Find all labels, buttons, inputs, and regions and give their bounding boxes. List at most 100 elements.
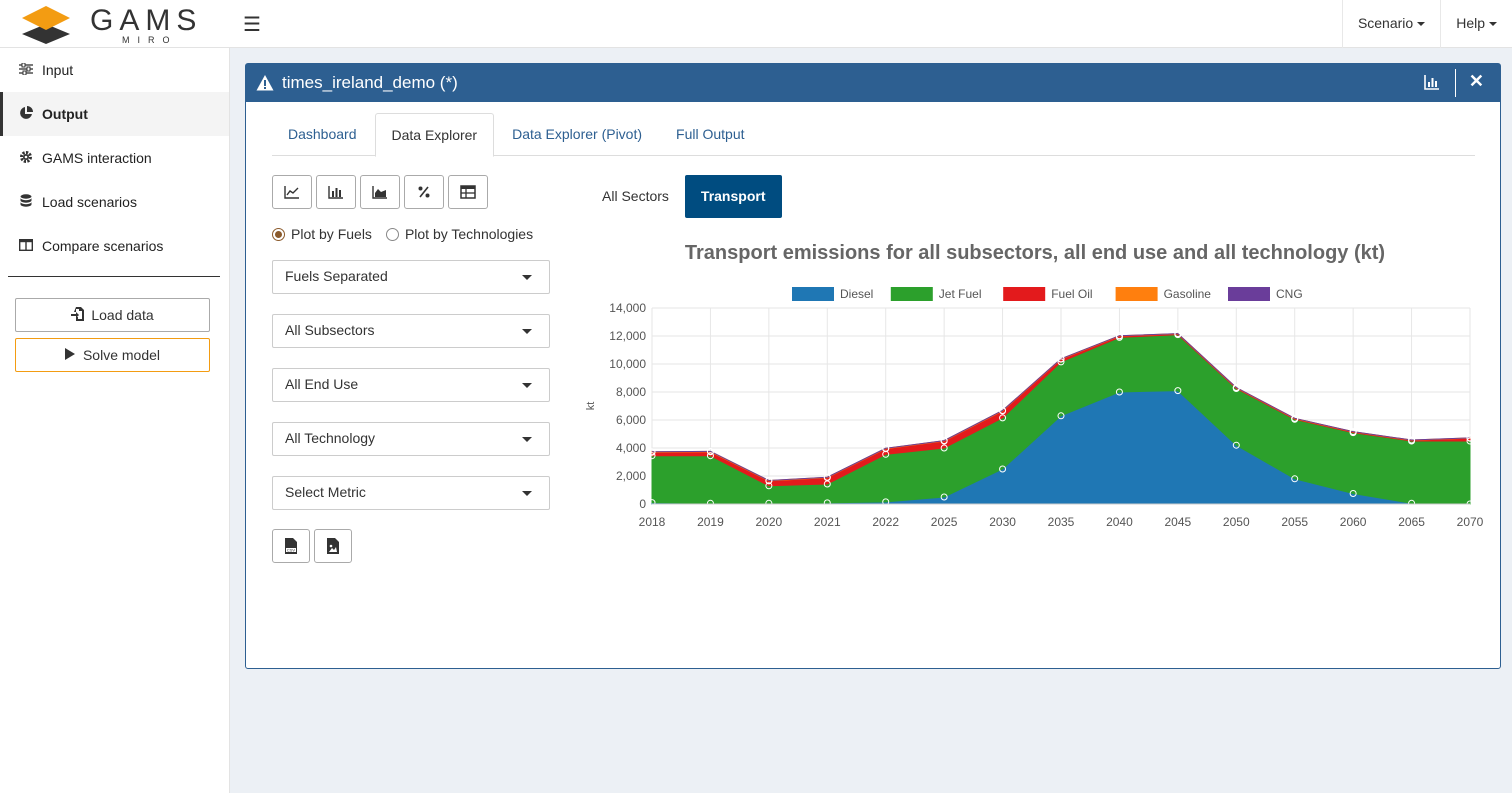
data-point-gasoline [1232, 384, 1240, 392]
logo-subtext: MIRO [122, 35, 178, 45]
header-divider [1455, 69, 1456, 97]
data-point-diesel [823, 499, 831, 507]
subsectors-select[interactable]: All Subsectors [272, 314, 550, 348]
help-dropdown[interactable]: Help [1440, 0, 1512, 48]
y-tick-label: 2,000 [616, 469, 646, 483]
data-point-gasoline [648, 448, 656, 456]
x-tick-label: 2055 [1281, 515, 1308, 529]
radio-label-fuels: Plot by Fuels [291, 226, 372, 242]
tab-full-output[interactable]: Full Output [676, 126, 745, 142]
select-value: Fuels Separated [285, 268, 388, 284]
download-image-button[interactable] [314, 529, 352, 563]
sidebar-item-gams-interaction[interactable]: GAMS interaction [0, 136, 229, 180]
x-tick-label: 2019 [697, 515, 724, 529]
sidebar-item-compare-scenarios[interactable]: Compare scenarios [0, 224, 229, 268]
data-point-gasoline [1174, 330, 1182, 338]
load-data-button[interactable]: Load data [15, 298, 210, 332]
data-point-gasoline [1466, 434, 1474, 442]
output-box: times_ireland_demo (*) ✕ Dashboard Data … [245, 63, 1501, 669]
chart-bar-icon[interactable] [1424, 74, 1440, 90]
data-point-diesel [765, 499, 773, 507]
csv-file-icon: CSV [285, 538, 297, 554]
tab-data-explorer-pivot[interactable]: Data Explorer (Pivot) [512, 126, 643, 142]
tab-all-sectors[interactable]: All Sectors [602, 188, 669, 204]
download-csv-button[interactable]: CSV [272, 529, 310, 563]
navbar-right: Scenario Help [1341, 0, 1512, 48]
solve-model-button[interactable]: Solve model [15, 338, 210, 372]
caret-down-icon [522, 383, 532, 388]
table-view-button[interactable] [448, 175, 488, 209]
legend-label: Diesel [840, 287, 873, 301]
caret-down-icon [522, 437, 532, 442]
tab-transport[interactable]: Transport [684, 175, 782, 218]
sidebar-item-label: Output [42, 106, 88, 122]
x-tick-label: 2018 [639, 515, 666, 529]
y-tick-label: 0 [639, 497, 646, 511]
data-point-diesel [648, 499, 656, 507]
data-point-gasoline [1349, 428, 1357, 436]
line-chart-button[interactable] [272, 175, 312, 209]
file-import-icon [71, 306, 85, 324]
fuels-select[interactable]: Fuels Separated [272, 260, 550, 294]
scenario-label: Scenario [1357, 15, 1414, 31]
solve-model-label: Solve model [82, 347, 161, 363]
sidebar-item-label: Compare scenarios [42, 238, 164, 254]
sector-tabs: All Sectors Transport [586, 175, 782, 218]
y-tick-label: 6,000 [616, 413, 646, 427]
data-point-diesel [999, 465, 1007, 473]
close-icon[interactable]: ✕ [1468, 71, 1484, 91]
data-point-jet-fuel [648, 452, 656, 460]
select-value: Select Metric [285, 484, 366, 500]
bar-chart-button[interactable] [316, 175, 356, 209]
y-tick-label: 8,000 [616, 385, 646, 399]
legend-label: Jet Fuel [939, 287, 982, 301]
output-tabs: Dashboard Data Explorer Data Explorer (P… [272, 113, 1475, 157]
radio-plot-by-technologies[interactable] [385, 227, 399, 241]
hamburger-menu-icon[interactable]: ☰ [243, 14, 261, 36]
x-tick-label: 2021 [814, 515, 841, 529]
data-point-jet-fuel [940, 444, 948, 452]
table-icon [460, 185, 476, 199]
tab-data-explorer[interactable]: Data Explorer [374, 113, 495, 157]
logo-text: GAMS [90, 4, 203, 37]
data-point-jet-fuel [1057, 358, 1065, 366]
gams-miro-logo[interactable]: GAMS MIRO [14, 0, 204, 48]
data-point-jet-fuel [706, 452, 714, 460]
sidebar-divider [8, 276, 220, 277]
percent-chart-button[interactable] [404, 175, 444, 209]
data-point-diesel [940, 493, 948, 501]
sidebar-item-load-scenarios[interactable]: Load scenarios [0, 180, 229, 224]
y-tick-label: 4,000 [616, 441, 646, 455]
top-navbar: GAMS MIRO ☰ Scenario Help [0, 0, 1512, 48]
help-label: Help [1456, 15, 1485, 31]
download-toolbar: CSV [272, 529, 356, 563]
data-point-diesel [1174, 387, 1182, 395]
x-tick-label: 2035 [1048, 515, 1075, 529]
sidebar-item-output[interactable]: Output [0, 92, 229, 136]
chart-svg: 0 2,000 4,000 6,000 8,000 10,000 12,000 14,000 2… [585, 287, 1484, 529]
chart-title: Transport emissions for all subsectors, … [684, 242, 1386, 264]
legend-label: Fuel Oil [1051, 287, 1092, 301]
tab-dashboard[interactable]: Dashboard [288, 126, 357, 142]
load-data-label: Load data [91, 307, 154, 323]
data-point-gasoline [1291, 414, 1299, 422]
legend-label: Gasoline [1164, 287, 1212, 301]
radio-plot-by-fuels[interactable] [272, 227, 285, 241]
data-point-diesel [1057, 412, 1065, 420]
box-header: times_ireland_demo (*) ✕ [246, 64, 1500, 102]
gear-icon [18, 150, 34, 167]
data-point-diesel [706, 499, 714, 507]
data-point-gasoline [999, 406, 1007, 414]
sidebar: Input Output GAMS interaction Load scena… [0, 48, 230, 793]
scenario-dropdown[interactable]: Scenario [1341, 0, 1440, 48]
sidebar-item-input[interactable]: Input [0, 48, 229, 92]
x-tick-label: 2060 [1340, 515, 1367, 529]
data-point-gasoline [940, 437, 948, 445]
metric-select[interactable]: Select Metric [272, 476, 550, 510]
technology-select[interactable]: All Technology [272, 422, 550, 456]
end-use-select[interactable]: All End Use [272, 368, 550, 402]
y-axis-label: kt [585, 402, 597, 411]
sidebar-item-label: Input [42, 62, 74, 78]
x-tick-label: 2022 [872, 515, 899, 529]
area-chart-button[interactable] [360, 175, 400, 209]
